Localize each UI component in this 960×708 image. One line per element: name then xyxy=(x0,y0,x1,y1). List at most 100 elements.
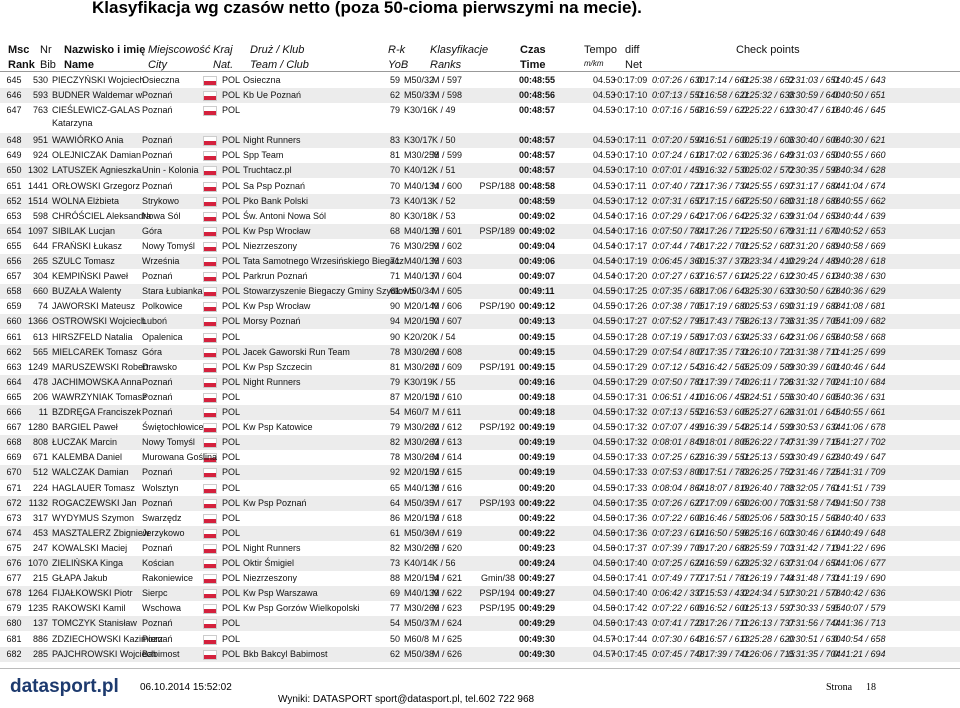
time: 00:49:22 xyxy=(519,527,556,538)
name: OSTROWSKI Wojciech xyxy=(52,316,146,327)
checkpoint: 0:17:35 / 731 xyxy=(697,346,750,357)
bib: 317 xyxy=(32,512,48,523)
tempo: 04.53 xyxy=(593,105,616,116)
category: K30/19 xyxy=(404,376,433,387)
time: 00:49:15 xyxy=(519,346,556,357)
club: Kw Psp Wrocław xyxy=(243,225,311,236)
category: M40/136 xyxy=(404,256,440,266)
checkpoint: 0:07:23 / 614 xyxy=(652,527,705,538)
checkpoint: 0:30:46 / 614 xyxy=(788,527,841,538)
checkpoint: 0:24:51 / 556 xyxy=(742,391,795,402)
gender-rank: K / 52 xyxy=(432,195,456,206)
city: Poznań xyxy=(142,135,173,146)
checkpoint: 0:07:41 / 723 xyxy=(652,618,705,629)
flag xyxy=(203,317,217,328)
diff: +0:17:33 xyxy=(612,467,648,478)
checkpoint: 0:17:19 / 680 xyxy=(697,301,750,312)
checkpoint: 0:07:27 / 637 xyxy=(652,271,705,282)
yob: 80 xyxy=(389,210,400,221)
tempo: 04.54 xyxy=(593,256,616,266)
checkpoint: 0:07:26 / 627 xyxy=(652,497,705,508)
city: Poznań xyxy=(142,542,173,553)
checkpoint: 0:32:05 / 761 xyxy=(788,482,841,493)
checkpoint: 0:15:53 / 432 xyxy=(697,588,750,599)
name: MIELCAREK Tomasz xyxy=(52,346,138,357)
header-cell: Bib xyxy=(40,59,56,71)
checkpoint: 0:06:51 / 410 xyxy=(652,391,705,402)
checkpoint: 0:07:54 / 807 xyxy=(652,346,705,357)
flag xyxy=(203,619,217,630)
gender-rank: K / 50 xyxy=(432,135,456,146)
row-band xyxy=(0,405,960,421)
yob: 73 xyxy=(389,195,400,206)
gender-rank: M / 598 xyxy=(432,90,463,101)
tempo: 04.55 xyxy=(593,331,616,342)
checkpoint: 0:25:32 / 639 xyxy=(742,210,795,221)
nat: POL xyxy=(222,180,241,191)
name: WOLNA Elżbieta xyxy=(52,195,120,206)
yob: 54 xyxy=(389,618,400,629)
checkpoint: 0:07:01 / 459 xyxy=(652,165,705,176)
club: Pko Bank Polski xyxy=(243,195,309,206)
city: Poznań xyxy=(142,391,173,402)
nat: POL xyxy=(222,346,241,357)
city: Poznań xyxy=(142,407,173,417)
rank: 645 xyxy=(6,75,22,85)
gender-rank: M / 621 xyxy=(432,573,463,584)
yob: 81 xyxy=(389,150,400,161)
header-cell: Czas xyxy=(520,44,546,56)
city: Murowana Goślina xyxy=(142,452,218,463)
bib: 137 xyxy=(32,618,48,629)
tempo: 04.56 xyxy=(593,558,616,568)
checkpoint: 0:30:15 / 568 xyxy=(788,512,841,523)
category: K40/13 xyxy=(404,195,433,206)
checkpoint: 0:17:09 / 650 xyxy=(697,497,750,508)
city: Września xyxy=(142,256,180,266)
row-band xyxy=(0,133,960,149)
time: 00:49:29 xyxy=(519,603,556,614)
flag xyxy=(203,468,217,479)
checkpoint: 0:07:53 / 800 xyxy=(652,467,705,478)
checkpoint: 0:31:04 / 653 xyxy=(788,210,841,221)
checkpoint: 0:31:17 / 684 xyxy=(788,180,841,191)
checkpoint: 0:07:26 / 630 xyxy=(652,75,705,85)
bib: 453 xyxy=(32,527,48,538)
diff: +0:17:36 xyxy=(612,512,648,523)
checkpoint: 0:25:13 / 593 xyxy=(742,452,795,463)
time: 00:48:57 xyxy=(519,150,556,161)
nat: POL xyxy=(222,497,241,508)
row-band xyxy=(0,88,960,104)
rank: 675 xyxy=(6,542,22,553)
header-cell: Nazwisko i imię xyxy=(64,44,146,56)
flag xyxy=(203,136,217,147)
bib: 924 xyxy=(32,150,48,161)
club: Jacek Gaworski Run Team xyxy=(243,346,350,357)
club: Osieczna xyxy=(243,75,281,85)
city: Polkowice xyxy=(142,301,183,312)
checkpoint: 0:26:06 / 715 xyxy=(742,648,795,659)
city: Wschowa xyxy=(142,603,182,614)
city: Opalenica xyxy=(142,331,183,342)
city: Strykowo xyxy=(142,195,180,206)
bib: 598 xyxy=(32,210,48,221)
checkpoint: 0:26:40 / 788 xyxy=(742,482,795,493)
time: 00:49:30 xyxy=(519,633,556,644)
diff: +0:17:29 xyxy=(612,376,648,387)
checkpoint: 0:23:34 / 410 xyxy=(742,256,795,266)
name: HAGLAUER Tomasz xyxy=(52,482,135,493)
nat: POL xyxy=(222,271,241,282)
checkpoint: 0:31:03 / 650 xyxy=(788,150,841,161)
city: Poznań xyxy=(142,271,173,282)
tempo: 04.55 xyxy=(593,391,616,402)
tempo: 04.55 xyxy=(593,316,616,327)
category: M40/134 xyxy=(404,180,440,191)
name: MARUSZEWSKI Robert xyxy=(52,361,149,372)
flag xyxy=(203,634,217,645)
diff: +0:17:43 xyxy=(612,618,648,629)
yob: 78 xyxy=(389,346,400,357)
flag xyxy=(203,166,217,177)
checkpoint: 0:17:43 / 756 xyxy=(697,316,750,327)
nat: POL xyxy=(222,527,241,538)
bib: 886 xyxy=(32,633,48,644)
diff: +0:17:33 xyxy=(612,482,648,493)
